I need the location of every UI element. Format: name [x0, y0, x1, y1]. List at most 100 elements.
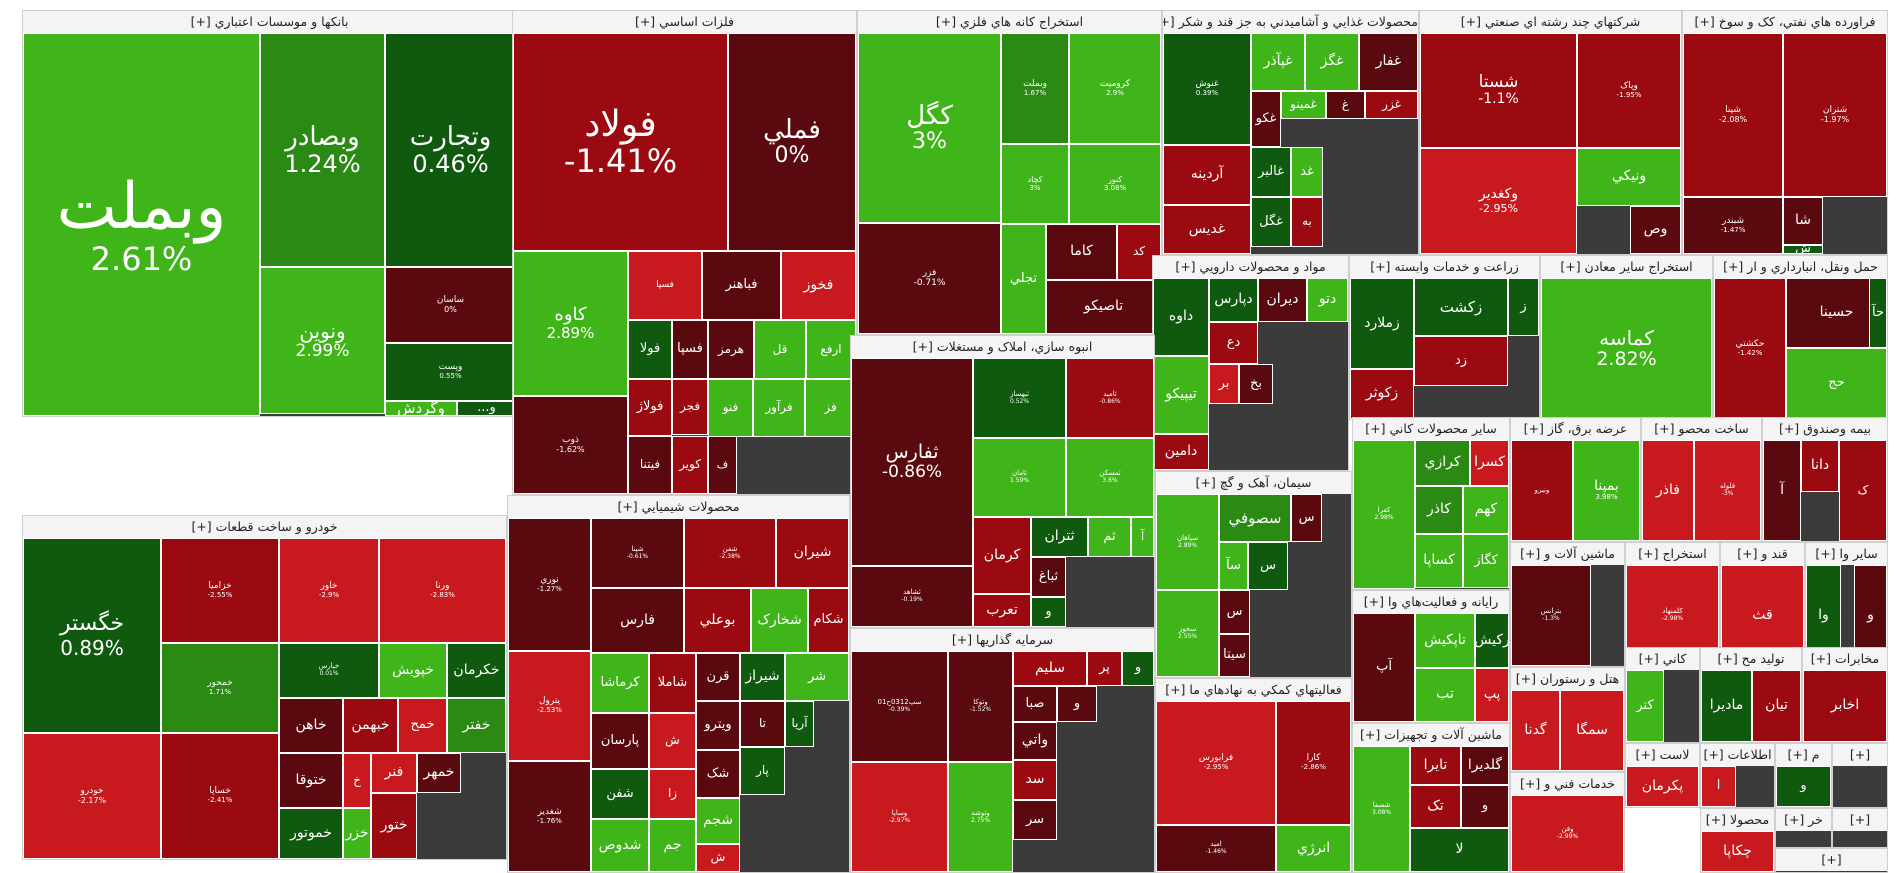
stock-tile[interactable]: تيپيکو	[1153, 356, 1209, 434]
stock-tile[interactable]: ساسان 0%	[385, 267, 516, 343]
sector-4[interactable]: شرکتهاي چند رشته اي صنعتي [+] شستا -1.1% وپ…	[1419, 10, 1682, 255]
stock-tile[interactable]: بخ	[1239, 364, 1273, 404]
stock-tile[interactable]: تاصيکو	[1046, 280, 1161, 334]
stock-tile[interactable]: خمح	[398, 698, 447, 753]
sector-33[interactable]: م [+] و	[1775, 743, 1832, 808]
stock-tile[interactable]: خپارس 0.01%	[279, 643, 379, 698]
sector-title[interactable]: ساير وا [+]	[1806, 543, 1887, 565]
stock-tile[interactable]: ف	[708, 436, 737, 494]
stock-tile[interactable]: تيان	[1752, 670, 1801, 742]
stock-tile[interactable]: جم	[649, 819, 696, 872]
stock-tile[interactable]: ويترو	[696, 701, 740, 750]
stock-tile[interactable]: ثم	[1088, 517, 1131, 557]
stock-tile[interactable]: کنور 3.08%	[1069, 144, 1161, 224]
sector-title[interactable]: مخابرات [+]	[1803, 648, 1887, 670]
sector-title[interactable]: قند و [+]	[1721, 543, 1804, 565]
sector-title[interactable]: لاست [+]	[1626, 744, 1699, 766]
stock-tile[interactable]: فولاد -1.41%	[513, 33, 728, 251]
sector-6[interactable]: مواد و محصولات دارويي [+] داوه دپارس ديران د…	[1152, 255, 1349, 471]
sector-37[interactable]: [+]	[1832, 808, 1888, 848]
stock-tile[interactable]: بمپنا 3.98%	[1573, 440, 1640, 541]
stock-tile[interactable]: به	[1291, 197, 1323, 247]
stock-tile[interactable]: غالبر	[1251, 147, 1291, 197]
stock-tile[interactable]: غديس	[1163, 205, 1251, 254]
stock-tile[interactable]: کهم	[1463, 486, 1509, 534]
sector-title[interactable]: توليد مح [+]	[1701, 648, 1801, 670]
stock-tile[interactable]: وبملت 2.61%	[23, 33, 260, 416]
stock-tile[interactable]: زملارد	[1350, 278, 1414, 369]
stock-tile[interactable]: هرمز	[708, 320, 754, 379]
stock-tile[interactable]: وتجارت 0.46%	[385, 33, 516, 267]
stock-tile[interactable]: تا	[740, 701, 785, 747]
stock-tile[interactable]: کسرا	[1470, 440, 1509, 486]
stock-tile[interactable]: وتوکا -1.52%	[948, 651, 1013, 762]
sector-21[interactable]: بيمه وصندوق [+] آ دانا ک	[1762, 417, 1888, 542]
stock-tile[interactable]: و	[1031, 597, 1066, 627]
stock-tile[interactable]: کفرا 2.98%	[1353, 440, 1415, 589]
stock-tile[interactable]: انرژي	[1276, 825, 1351, 872]
stock-tile[interactable]: غزر	[1365, 91, 1418, 119]
stock-tile[interactable]: قل	[754, 320, 806, 379]
stock-tile[interactable]: خساپا -2.41%	[161, 733, 279, 859]
stock-tile[interactable]: ارفع	[806, 320, 856, 379]
sector-title[interactable]: استخراج ساير معادن [+]	[1541, 256, 1712, 278]
stock-tile[interactable]: کساپا	[1415, 534, 1463, 588]
stock-tile[interactable]: سپاهان 2.89%	[1156, 494, 1219, 590]
stock-tile[interactable]: و	[1776, 766, 1831, 807]
stock-tile[interactable]: شتران -1.97%	[1783, 33, 1887, 197]
stock-tile[interactable]: کرازي	[1415, 440, 1470, 486]
stock-tile[interactable]: پپ	[1475, 668, 1509, 722]
sector-13[interactable]: سرمايه گذاريها [+] سپ0312ح01 -0.39% وتوکا -1…	[850, 628, 1155, 873]
sector-title[interactable]: فراورده هاي نفتي، کک و سوخ [+]	[1683, 11, 1887, 33]
sector-35[interactable]: محصولا [+] چکاپا	[1700, 808, 1775, 873]
stock-tile[interactable]: فرابورس -2.95%	[1156, 701, 1276, 825]
stock-tile[interactable]: شا	[1783, 197, 1823, 245]
stock-tile[interactable]: ونيکي	[1577, 148, 1681, 206]
stock-tile[interactable]: شبندر -1.47%	[1683, 197, 1783, 254]
stock-tile[interactable]: دپارس	[1209, 278, 1258, 322]
stock-tile[interactable]: فسپا	[672, 320, 708, 379]
stock-tile[interactable]: حج	[1786, 348, 1887, 419]
sector-title[interactable]: استخراج کانه هاي فلزي [+]	[858, 11, 1161, 33]
sector-34[interactable]: [+]	[1832, 743, 1888, 808]
stock-tile[interactable]: خاهن	[279, 698, 343, 753]
stock-tile[interactable]: ذوب -1.62%	[513, 396, 628, 494]
sector-27[interactable]: کاني [+] کتر	[1625, 647, 1700, 743]
stock-tile[interactable]: فملي 0%	[728, 33, 856, 251]
stock-tile[interactable]: فيتنا	[628, 436, 672, 494]
sector-title[interactable]: خودرو و ساخت قطعات [+]	[23, 516, 506, 538]
stock-tile[interactable]: کاوه 2.89%	[513, 251, 628, 396]
stock-tile[interactable]: تايرا	[1410, 746, 1461, 785]
stock-tile[interactable]: ثفارس -0.86%	[851, 358, 973, 566]
stock-tile[interactable]: فز	[805, 379, 856, 437]
stock-tile[interactable]: س	[1248, 542, 1288, 590]
stock-tile[interactable]: فسپا	[628, 251, 702, 320]
stock-tile[interactable]: تب	[1415, 668, 1475, 722]
stock-tile[interactable]: شدوص	[591, 819, 649, 872]
stock-tile[interactable]: خمهر	[417, 753, 461, 793]
sector-title[interactable]: سيمان، آهک و گچ [+]	[1156, 472, 1351, 494]
stock-tile[interactable]: فاذر	[1642, 440, 1694, 541]
stock-tile[interactable]: شکام	[808, 588, 849, 653]
stock-tile[interactable]: آپ	[1353, 613, 1415, 722]
sector-title[interactable]: فلزات اساسي [+]	[513, 11, 856, 33]
stock-tile[interactable]: سيتا	[1219, 634, 1250, 677]
stock-tile[interactable]: فارس	[591, 588, 684, 653]
sector-32[interactable]: اطلاعات [+] ا	[1700, 743, 1775, 808]
stock-tile[interactable]: آ	[1131, 517, 1154, 557]
sector-2[interactable]: استخراج کانه هاي فلزي [+] کگل 3% وبملت 1.67%…	[857, 10, 1162, 335]
stock-tile[interactable]: غکو	[1251, 91, 1281, 147]
stock-tile[interactable]: شيراز	[740, 653, 785, 701]
stock-tile[interactable]: قرن	[696, 653, 740, 701]
stock-tile[interactable]: غنوش 0.39%	[1163, 33, 1251, 145]
stock-tile[interactable]: وبملت 1.67%	[1001, 33, 1069, 144]
stock-tile[interactable]: سخوز 2.55%	[1156, 590, 1219, 677]
stock-tile[interactable]: ثشاهد -0.19%	[851, 566, 973, 627]
stock-tile[interactable]: ثباغ	[1031, 557, 1066, 597]
stock-tile[interactable]: شاملا	[649, 653, 696, 713]
stock-tile[interactable]: ونوين 2.99%	[260, 267, 385, 414]
stock-tile[interactable]: غمينو	[1281, 91, 1326, 119]
sector-22[interactable]: ماشين آلات و [+] بترانس -1.3%	[1510, 542, 1625, 667]
stock-tile[interactable]: غگز	[1305, 33, 1359, 91]
sector-17[interactable]: رايانه و فعاليت‌هاي وا [+] آپ تاپکيش رکيش تب…	[1352, 590, 1510, 723]
